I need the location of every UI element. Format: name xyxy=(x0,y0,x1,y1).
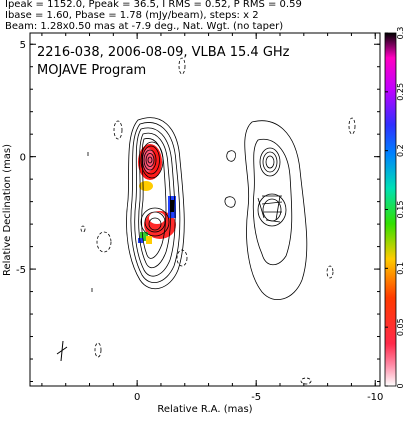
plot-frame xyxy=(29,32,381,387)
y-tick-label: -5 xyxy=(16,265,26,276)
colorbar-tick-label: 0.15 xyxy=(396,201,405,219)
stokes-i-contours xyxy=(126,117,185,290)
colorbar-tick-label: 0 xyxy=(396,383,405,388)
colorbar-tick-label: 0.2 xyxy=(396,144,405,157)
negative-contours xyxy=(80,57,356,385)
polarized-contours xyxy=(224,120,308,301)
source-label: 2216-038, 2006-08-09, VLBA 15.4 GHz xyxy=(37,45,290,60)
header-line-2: Ibase = 1.60, Pbase = 1.78 (mJy/beam), s… xyxy=(5,10,259,21)
colorbar-tick-label: 0.05 xyxy=(396,318,405,336)
header-line-3: Beam: 1.28x0.50 mas at -7.9 deg., Nat. W… xyxy=(5,21,284,32)
colorbar-axis: 0 0.05 0.1 0.15 0.2 0.25 0.3 xyxy=(385,27,405,389)
y-axis: 5 0 -5 xyxy=(16,40,380,383)
x-tick-label: -5 xyxy=(251,392,261,403)
program-label: MOJAVE Program xyxy=(37,63,146,78)
x-axis: 0 -5 -10 xyxy=(41,33,383,403)
x-tick-label: 0 xyxy=(134,392,140,403)
header-line-1: Ipeak = 1152.0, Ppeak = 36.5, I RMS = 0.… xyxy=(5,0,302,10)
y-tick-label: 5 xyxy=(20,40,26,51)
colorbar-tick-label: 0.25 xyxy=(396,83,405,101)
colorbar-tick-label: 0.1 xyxy=(396,262,405,275)
y-tick-label: 0 xyxy=(20,153,26,164)
x-axis-title: Relative R.A. (mas) xyxy=(157,404,252,415)
noise-marks xyxy=(87,152,93,292)
colorbar-tick-label: 0.3 xyxy=(396,27,405,40)
x-tick-label: -10 xyxy=(367,392,383,403)
y-axis-title: Relative Declination (mas) xyxy=(2,144,13,276)
beam-marker xyxy=(56,340,68,362)
